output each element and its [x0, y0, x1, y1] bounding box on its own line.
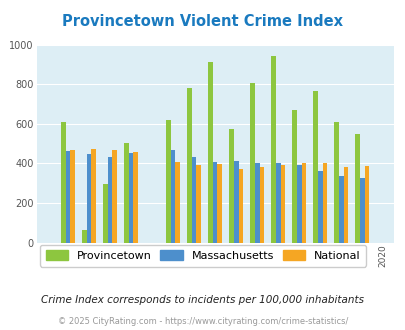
Bar — [70, 150, 75, 243]
Bar — [254, 163, 259, 243]
Bar — [364, 166, 368, 243]
Bar — [82, 230, 87, 243]
Bar — [229, 129, 233, 243]
Bar — [275, 163, 280, 243]
Bar — [233, 161, 238, 243]
Bar — [208, 62, 212, 243]
Bar — [322, 163, 326, 243]
Bar — [334, 122, 338, 243]
Bar — [103, 184, 107, 243]
Bar — [313, 91, 317, 243]
Bar — [171, 150, 175, 243]
Bar — [196, 165, 200, 243]
Bar — [296, 165, 301, 243]
Bar — [87, 154, 91, 243]
Bar — [107, 157, 112, 243]
Bar — [338, 176, 343, 243]
Bar — [166, 120, 171, 243]
Text: Crime Index corresponds to incidents per 100,000 inhabitants: Crime Index corresponds to incidents per… — [41, 295, 364, 305]
Bar — [128, 153, 133, 243]
Bar — [354, 134, 359, 243]
Bar — [192, 157, 196, 243]
Bar — [124, 143, 128, 243]
Bar — [301, 163, 305, 243]
Bar — [61, 122, 66, 243]
Bar — [217, 164, 222, 243]
Bar — [280, 165, 284, 243]
Bar — [271, 56, 275, 243]
Text: Provincetown Violent Crime Index: Provincetown Violent Crime Index — [62, 14, 343, 29]
Bar — [249, 83, 254, 243]
Bar — [292, 110, 296, 243]
Bar — [91, 148, 96, 243]
Bar — [317, 171, 322, 243]
Bar — [133, 152, 138, 243]
Bar — [343, 167, 347, 243]
Bar — [212, 162, 217, 243]
Bar — [66, 151, 70, 243]
Bar — [238, 169, 243, 243]
Text: © 2025 CityRating.com - https://www.cityrating.com/crime-statistics/: © 2025 CityRating.com - https://www.city… — [58, 317, 347, 326]
Bar — [359, 178, 364, 243]
Legend: Provincetown, Massachusetts, National: Provincetown, Massachusetts, National — [40, 245, 365, 267]
Bar — [175, 162, 180, 243]
Bar — [259, 167, 264, 243]
Bar — [187, 88, 192, 243]
Bar — [112, 150, 117, 243]
